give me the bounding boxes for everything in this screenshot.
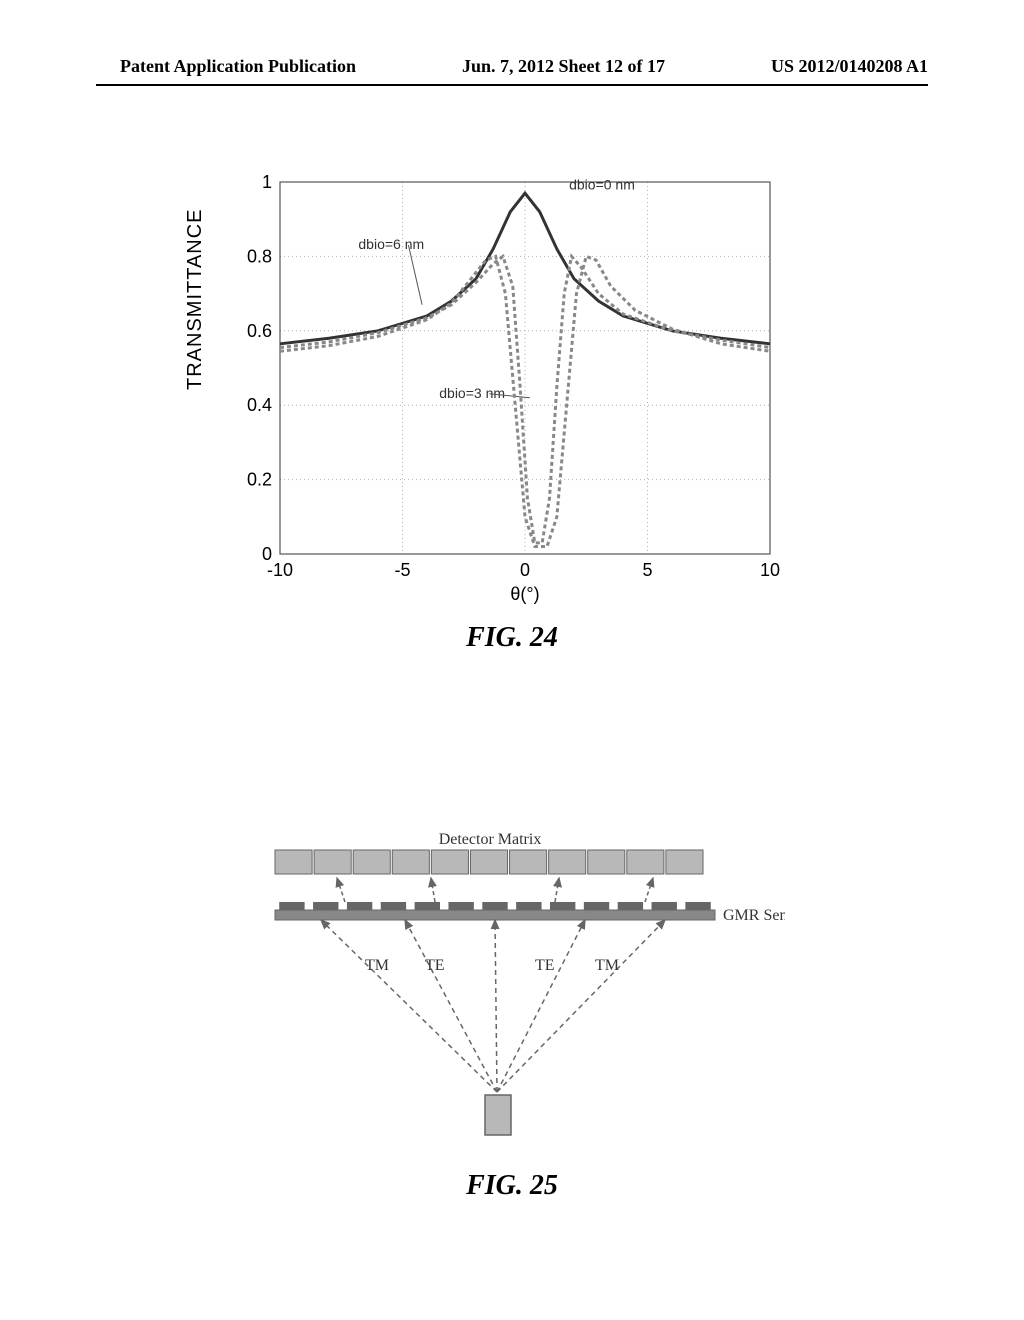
svg-text:0: 0	[262, 544, 272, 564]
svg-text:TE: TE	[425, 957, 445, 974]
svg-text:TM: TM	[595, 957, 619, 974]
svg-text:0.6: 0.6	[247, 321, 272, 341]
svg-text:TM: TM	[365, 957, 389, 974]
svg-text:5: 5	[642, 560, 652, 580]
svg-text:dbio=0 nm: dbio=0 nm	[569, 176, 635, 192]
svg-text:10: 10	[760, 560, 780, 580]
fig24-chart: -10-5051000.20.40.60.81θ(°)dbio=0 nmdbio…	[220, 170, 780, 610]
page-header: Patent Application Publication Jun. 7, 2…	[0, 56, 1024, 77]
fig25-diagram: Detector Matrix GMR Sensor TM TE TE TM	[235, 830, 785, 1160]
svg-text:1: 1	[262, 172, 272, 192]
header-left: Patent Application Publication	[120, 56, 356, 77]
svg-text:0: 0	[520, 560, 530, 580]
header-rule	[96, 84, 928, 86]
figure-24: TRANSMITTANCE -10-5051000.20.40.60.81θ(°…	[220, 170, 780, 610]
svg-text:Detector Matrix: Detector Matrix	[439, 831, 542, 848]
figure-25: Detector Matrix GMR Sensor TM TE TE TM	[235, 830, 785, 1160]
svg-text:0.8: 0.8	[247, 246, 272, 266]
header-right: US 2012/0140208 A1	[771, 56, 928, 77]
svg-text:GMR Sensor: GMR Sensor	[723, 907, 785, 924]
svg-text:0.4: 0.4	[247, 395, 272, 415]
svg-text:θ(°): θ(°)	[510, 584, 539, 604]
svg-text:-5: -5	[394, 560, 410, 580]
fig24-ylabel: TRANSMITTANCE	[184, 208, 207, 390]
svg-text:dbio=6 nm: dbio=6 nm	[358, 236, 424, 252]
svg-text:TE: TE	[535, 957, 555, 974]
fig25-caption: FIG. 25	[0, 1170, 1024, 1202]
svg-text:dbio=3 nm: dbio=3 nm	[439, 385, 505, 401]
fig24-caption: FIG. 24	[0, 622, 1024, 654]
header-center: Jun. 7, 2012 Sheet 12 of 17	[462, 56, 665, 77]
svg-text:0.2: 0.2	[247, 470, 272, 490]
